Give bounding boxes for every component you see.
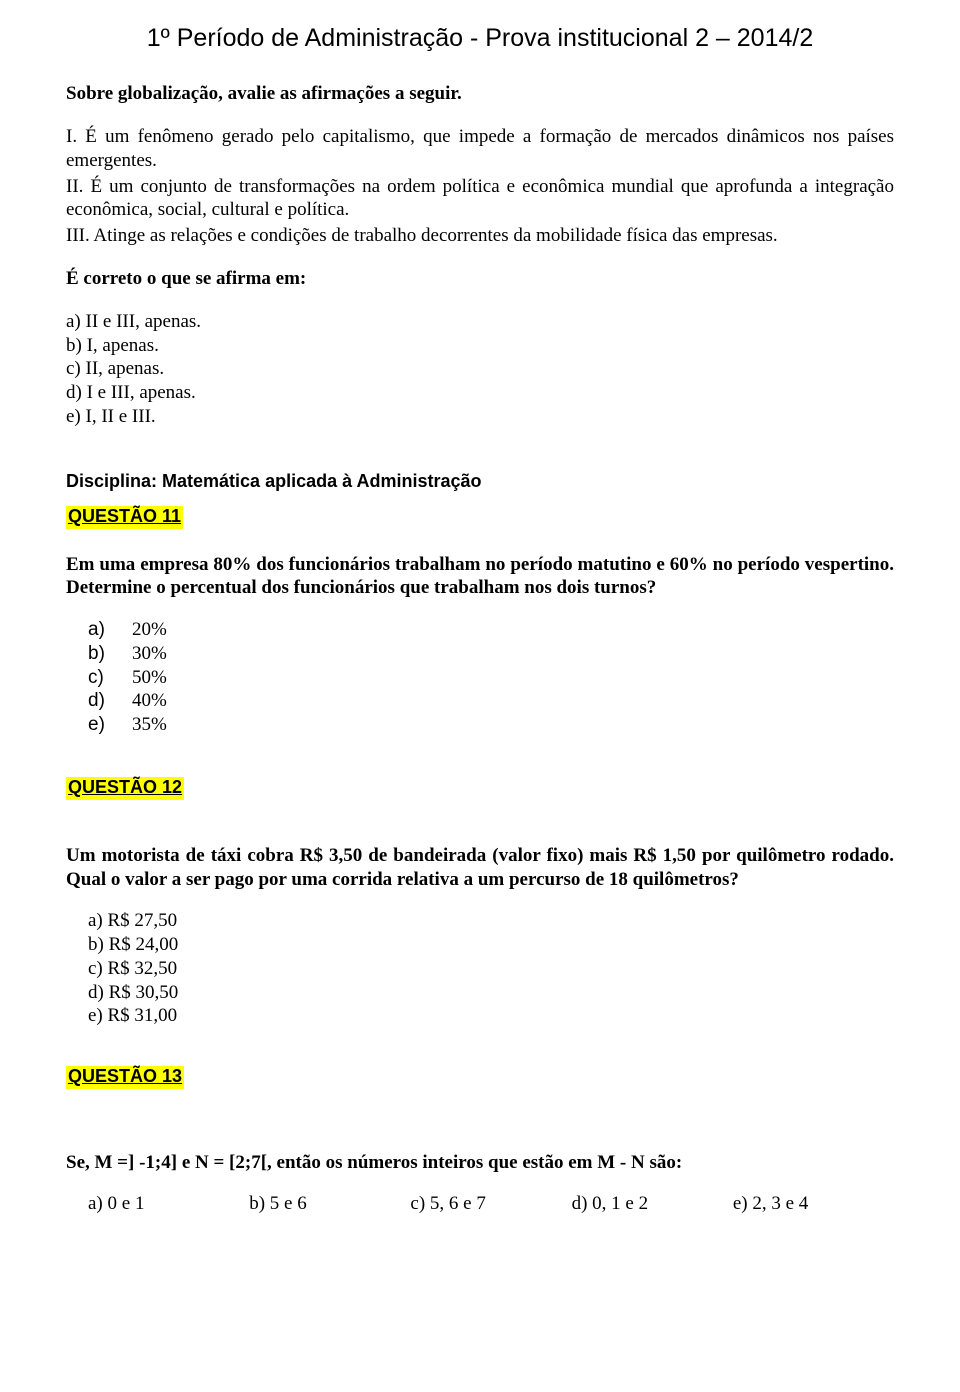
q10-statement-1: I. É um fenômeno gerado pelo capitalismo… <box>66 125 894 173</box>
q11-option-value: 40% <box>132 689 167 713</box>
spacer <box>66 1028 894 1066</box>
q12-label: QUESTÃO 12 <box>66 777 184 800</box>
q11-option-value: 30% <box>132 642 167 666</box>
q11-option-letter: c) <box>88 666 132 690</box>
q13-option-b: b) 5 e 6 <box>249 1193 410 1215</box>
q10-option-b: b) I, apenas. <box>66 334 894 358</box>
q11-text: Em uma empresa 80% dos funcionários trab… <box>66 553 894 601</box>
q11-option-c: c) 50% <box>88 666 894 690</box>
q12-option-e: e) R$ 31,00 <box>88 1004 894 1028</box>
q11-option-d: d) 40% <box>88 689 894 713</box>
q10-correct-prompt: É correto o que se afirma em: <box>66 268 894 290</box>
exam-page: 1º Período de Administração - Prova inst… <box>0 0 960 1392</box>
q11-option-letter: d) <box>88 689 132 713</box>
q10-statements: I. É um fenômeno gerado pelo capitalismo… <box>66 125 894 248</box>
q13-text: Se, M =] -1;4] e N = [2;7[, então os núm… <box>66 1151 894 1175</box>
q13-option-e: e) 2, 3 e 4 <box>733 1193 894 1215</box>
spacer <box>66 1113 894 1151</box>
q11-option-value: 50% <box>132 666 167 690</box>
q13-options: a) 0 e 1 b) 5 e 6 c) 5, 6 e 7 d) 0, 1 e … <box>88 1193 894 1215</box>
q11-option-a: a) 20% <box>88 618 894 642</box>
q11-options: a) 20% b) 30% c) 50% d) 40% e) 35% <box>88 618 894 737</box>
q12-option-d: d) R$ 30,50 <box>88 981 894 1005</box>
q10-statement-3: III. Atinge as relações e condições de t… <box>66 224 894 248</box>
q12-text: Um motorista de táxi cobra R$ 3,50 de ba… <box>66 844 894 892</box>
q11-option-letter: a) <box>88 618 132 642</box>
q12-option-c: c) R$ 32,50 <box>88 957 894 981</box>
q11-option-b: b) 30% <box>88 642 894 666</box>
q10-option-e: e) I, II e III. <box>66 405 894 429</box>
q11-option-letter: b) <box>88 642 132 666</box>
q11-option-value: 35% <box>132 713 167 737</box>
q11-option-e: e) 35% <box>88 713 894 737</box>
page-title: 1º Período de Administração - Prova inst… <box>66 24 894 53</box>
q10-option-a: a) II e III, apenas. <box>66 310 894 334</box>
q11-option-value: 20% <box>132 618 167 642</box>
q12-option-a: a) R$ 27,50 <box>88 909 894 933</box>
q10-instruction: Sobre globalização, avalie as afirmações… <box>66 83 894 105</box>
q13-option-c: c) 5, 6 e 7 <box>410 1193 571 1215</box>
q12-options: a) R$ 27,50 b) R$ 24,00 c) R$ 32,50 d) R… <box>66 909 894 1028</box>
q13-label: QUESTÃO 13 <box>66 1066 184 1089</box>
spacer <box>66 824 894 844</box>
q13-option-d: d) 0, 1 e 2 <box>572 1193 733 1215</box>
discipline-heading: Disciplina: Matemática aplicada à Admini… <box>66 471 894 492</box>
q10-statement-2: II. É um conjunto de transformações na o… <box>66 175 894 223</box>
q10-option-c: c) II, apenas. <box>66 357 894 381</box>
q10-options: a) II e III, apenas. b) I, apenas. c) II… <box>66 310 894 429</box>
q13-option-a: a) 0 e 1 <box>88 1193 249 1215</box>
q10-option-d: d) I e III, apenas. <box>66 381 894 405</box>
q11-option-letter: e) <box>88 713 132 737</box>
q11-label: QUESTÃO 11 <box>66 506 183 529</box>
q12-option-b: b) R$ 24,00 <box>88 933 894 957</box>
